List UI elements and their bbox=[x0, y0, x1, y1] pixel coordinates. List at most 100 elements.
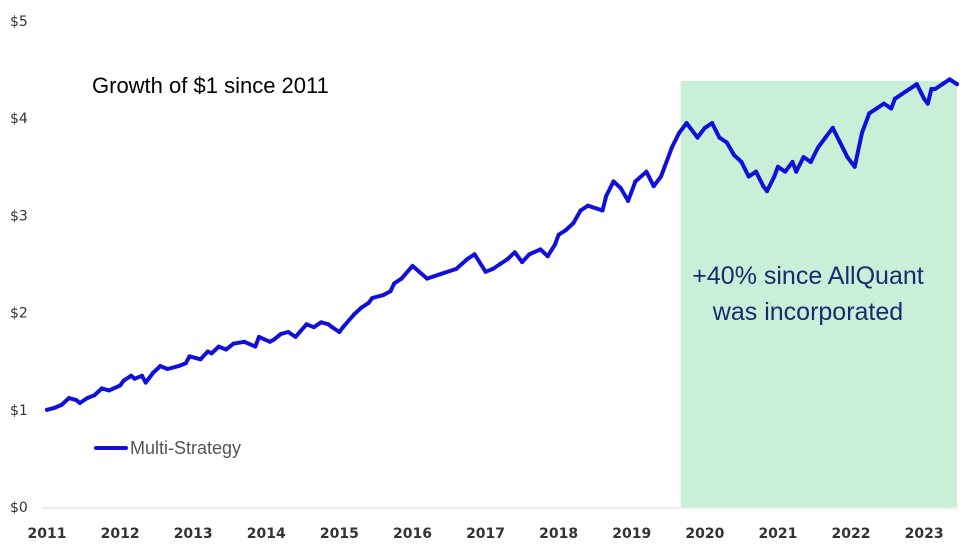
x-tick-label: 2023 bbox=[905, 526, 944, 542]
y-axis: $0 $1 $2 $3 $4 $5 bbox=[10, 14, 28, 516]
data-point bbox=[618, 186, 623, 191]
data-point bbox=[99, 386, 104, 391]
data-point bbox=[644, 169, 649, 174]
data-point bbox=[922, 96, 927, 101]
data-point bbox=[326, 322, 331, 327]
series-points bbox=[45, 77, 959, 412]
data-point bbox=[794, 169, 799, 174]
data-point bbox=[684, 121, 689, 126]
data-point bbox=[158, 364, 163, 369]
y-tick-label: $1 bbox=[10, 403, 28, 419]
data-point bbox=[881, 101, 886, 106]
data-point bbox=[933, 87, 938, 92]
data-point bbox=[121, 378, 126, 383]
x-tick-label: 2012 bbox=[101, 526, 140, 542]
data-point bbox=[790, 159, 795, 164]
data-point bbox=[907, 87, 912, 92]
data-point bbox=[658, 174, 663, 179]
data-point bbox=[150, 370, 155, 375]
y-tick-label: $5 bbox=[10, 14, 28, 30]
data-point bbox=[929, 87, 934, 92]
data-point bbox=[183, 361, 188, 366]
data-point bbox=[74, 398, 79, 403]
y-tick-label: $0 bbox=[10, 500, 28, 516]
x-tick-label: 2016 bbox=[393, 526, 432, 542]
x-tick-label: 2014 bbox=[247, 526, 286, 542]
data-point bbox=[808, 159, 813, 164]
data-point bbox=[392, 281, 397, 286]
data-point bbox=[611, 179, 616, 184]
data-point bbox=[205, 349, 210, 354]
data-point bbox=[823, 135, 828, 140]
data-point bbox=[527, 252, 532, 257]
x-tick-label: 2018 bbox=[539, 526, 578, 542]
data-point bbox=[388, 289, 393, 294]
data-point bbox=[925, 101, 930, 106]
data-point bbox=[143, 380, 148, 385]
data-point bbox=[585, 203, 590, 208]
data-point bbox=[746, 174, 751, 179]
data-point bbox=[669, 145, 674, 150]
data-point bbox=[710, 121, 715, 126]
y-tick-label: $2 bbox=[10, 306, 28, 322]
data-point bbox=[852, 164, 857, 169]
series-line-multi-strategy bbox=[45, 77, 959, 412]
data-point bbox=[651, 184, 656, 189]
data-point bbox=[472, 252, 477, 257]
annotation-line-1: +40% since AllQuant bbox=[692, 262, 923, 290]
data-point bbox=[59, 402, 64, 407]
data-point bbox=[129, 373, 134, 378]
data-point bbox=[512, 250, 517, 255]
data-point bbox=[783, 169, 788, 174]
data-point bbox=[370, 296, 375, 301]
data-point bbox=[66, 396, 71, 401]
x-tick-label: 2019 bbox=[612, 526, 651, 542]
data-point bbox=[224, 347, 229, 352]
data-point bbox=[600, 208, 605, 213]
data-point bbox=[92, 393, 97, 398]
x-tick-label: 2017 bbox=[466, 526, 505, 542]
data-point bbox=[538, 247, 543, 252]
data-point bbox=[753, 169, 758, 174]
annotation-line-2: was incorporated bbox=[712, 298, 903, 326]
data-point bbox=[772, 174, 777, 179]
data-point bbox=[256, 334, 261, 339]
x-tick-label: 2015 bbox=[320, 526, 359, 542]
data-point bbox=[874, 106, 879, 111]
data-point bbox=[52, 405, 57, 410]
data-point bbox=[900, 91, 905, 96]
data-point bbox=[381, 293, 386, 298]
data-point bbox=[955, 82, 959, 87]
data-point bbox=[892, 96, 897, 101]
x-tick-label: 2021 bbox=[758, 526, 797, 542]
data-point bbox=[85, 396, 90, 401]
y-tick-label: $3 bbox=[10, 208, 28, 224]
data-point bbox=[77, 400, 82, 405]
legend-label: Multi-Strategy bbox=[130, 438, 241, 458]
data-point bbox=[940, 82, 945, 87]
data-point bbox=[176, 364, 181, 369]
data-point bbox=[578, 208, 583, 213]
y-tick-label: $4 bbox=[10, 111, 28, 127]
data-point bbox=[724, 140, 729, 145]
data-point bbox=[633, 179, 638, 184]
data-point bbox=[838, 140, 843, 145]
data-point bbox=[775, 164, 780, 169]
data-point bbox=[242, 339, 247, 344]
data-point bbox=[845, 155, 850, 160]
data-point bbox=[439, 271, 444, 276]
data-point bbox=[505, 257, 510, 262]
data-point bbox=[563, 227, 568, 232]
data-point bbox=[571, 221, 576, 226]
data-point bbox=[490, 266, 495, 271]
data-point bbox=[132, 376, 137, 381]
x-axis: 2011 2012 2013 2014 2015 2016 2017 2018 2019 2020… bbox=[28, 526, 944, 542]
data-point bbox=[366, 300, 371, 305]
data-point bbox=[410, 263, 415, 268]
data-point bbox=[187, 354, 192, 359]
data-point bbox=[801, 155, 806, 160]
data-point bbox=[545, 254, 550, 259]
data-point bbox=[816, 145, 821, 150]
data-point bbox=[304, 322, 309, 327]
